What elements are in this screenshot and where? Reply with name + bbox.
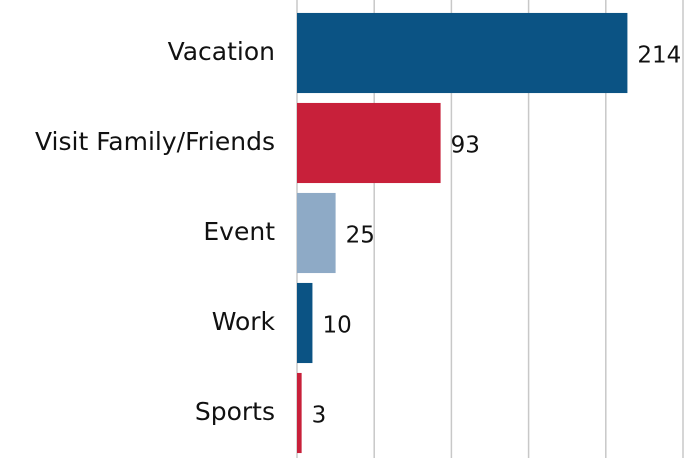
bar bbox=[297, 12, 628, 94]
bar bbox=[297, 102, 441, 184]
value-label: 3 bbox=[312, 403, 327, 429]
bar bbox=[297, 192, 336, 274]
value-label: 25 bbox=[346, 223, 375, 249]
category-label: Visit Family/Friends bbox=[35, 127, 275, 156]
bar bbox=[297, 372, 302, 454]
value-label: 10 bbox=[322, 313, 351, 339]
category-label: Work bbox=[212, 307, 276, 336]
value-label: 214 bbox=[637, 43, 681, 69]
category-label: Vacation bbox=[168, 37, 275, 66]
bar bbox=[297, 282, 313, 364]
category-label: Sports bbox=[195, 397, 275, 426]
category-label: Event bbox=[203, 217, 275, 246]
value-label: 93 bbox=[451, 133, 480, 159]
